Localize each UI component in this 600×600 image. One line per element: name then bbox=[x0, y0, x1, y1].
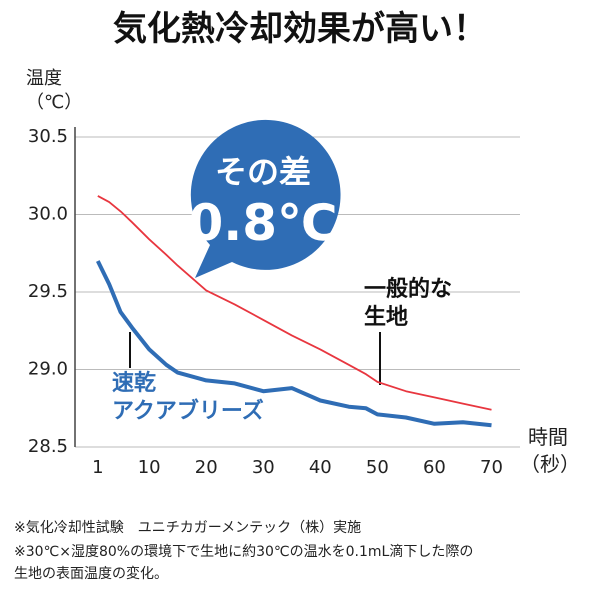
chart-title: 気化熱冷却効果が高い！ bbox=[113, 9, 487, 49]
footnote: 生地の表面温度の変化。 bbox=[14, 566, 168, 582]
y-tick-label: 28.5 bbox=[28, 436, 68, 457]
footnote: ※30℃×湿度80%の環境下で生地に約30℃の温水を0.1mL滴下した際の bbox=[14, 544, 474, 560]
x-tick-label: 60 bbox=[423, 457, 446, 478]
annotation: 0.8℃ bbox=[188, 194, 338, 252]
y-tick-label: 30.5 bbox=[28, 126, 68, 147]
x-tick-label: 30 bbox=[252, 457, 275, 478]
x-tick-label: 10 bbox=[138, 457, 161, 478]
annotation: その差 bbox=[214, 153, 311, 191]
series-label: 速乾 アクアブリーズ bbox=[112, 371, 264, 424]
x-tick-label: 1 bbox=[92, 457, 103, 478]
x-tick-label: 70 bbox=[480, 457, 503, 478]
y-axis-label: （℃） bbox=[26, 92, 83, 113]
x-tick-label: 20 bbox=[195, 457, 218, 478]
y-tick-label: 29.0 bbox=[28, 359, 68, 380]
footnote: ※気化冷却性試験 ユニチカガーメンテック（株）実施 bbox=[14, 520, 362, 536]
bubble bbox=[190, 119, 341, 278]
y-axis-label: 温度 bbox=[26, 68, 62, 89]
series-line bbox=[97, 195, 492, 411]
series-line bbox=[96, 260, 492, 428]
x-axis-label: （秒） bbox=[520, 452, 580, 476]
y-tick-label: 29.5 bbox=[28, 281, 68, 302]
y-tick-label: 30.0 bbox=[28, 204, 68, 225]
x-tick-label: 50 bbox=[366, 457, 389, 478]
series-label: 一般的な 生地 bbox=[364, 277, 453, 330]
x-tick-label: 40 bbox=[309, 457, 332, 478]
x-axis-label: 時間 bbox=[528, 425, 568, 449]
